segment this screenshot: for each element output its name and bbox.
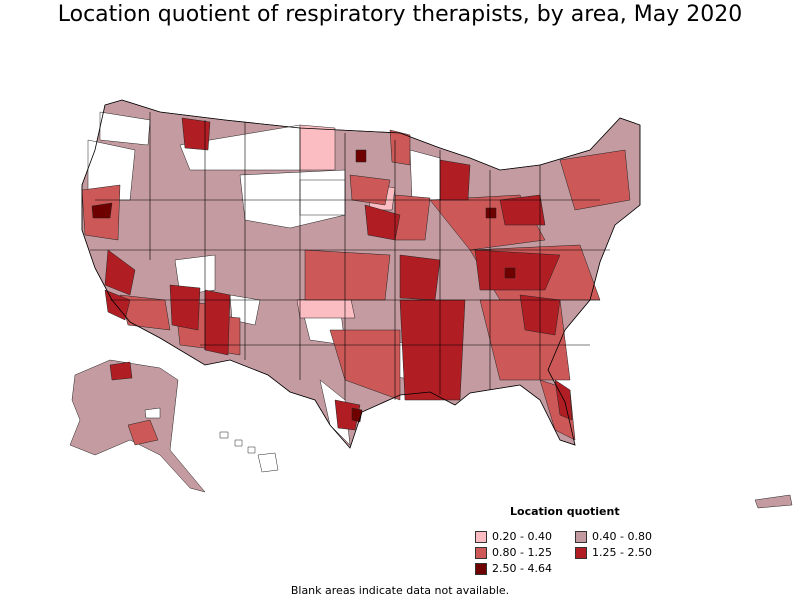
alaska-blank-area <box>144 407 161 419</box>
legend-item-2: 0.80 - 1.25 <box>475 547 552 559</box>
legend-item-1: 0.40 - 0.80 <box>575 531 652 543</box>
footnote: Blank areas indicate data not available. <box>290 584 510 597</box>
alaska-mid-area <box>127 419 159 446</box>
state-outlines <box>81 99 641 449</box>
alaska-high-area <box>109 361 133 381</box>
lq-mid-area-13 <box>394 194 431 241</box>
lq-top-area-3 <box>485 207 497 219</box>
conus-outline <box>81 99 641 449</box>
lq-low-area-0 <box>299 124 336 171</box>
legend-swatch-0 <box>475 531 487 543</box>
legend-item-4: 2.50 - 4.64 <box>475 563 552 575</box>
blank-area-5 <box>299 179 346 216</box>
lq-top-area-1 <box>351 407 363 423</box>
legend-swatch-1 <box>575 531 587 543</box>
lq-high-area-7 <box>399 254 441 301</box>
map-regions <box>69 99 793 509</box>
lq-top-area-4 <box>504 267 516 279</box>
lq-high-area-12 <box>499 194 546 226</box>
lq-high-area-11 <box>334 399 361 431</box>
lq-top-area-0 <box>91 202 113 219</box>
hawaii-island-3 <box>257 452 279 473</box>
puerto-rico <box>754 494 793 509</box>
lq-high-area-5 <box>439 159 471 201</box>
lq-high-area-6 <box>474 249 561 291</box>
lq-mid-area-1 <box>304 249 391 301</box>
hawaii-island-0 <box>219 431 229 439</box>
map-legend: Location quotient 0.20 - 0.40 0.40 - 0.8… <box>470 505 670 577</box>
lq-high-area-3 <box>104 249 136 296</box>
legend-item-3: 1.25 - 2.50 <box>575 547 652 559</box>
legend-swatch-3 <box>575 547 587 559</box>
lq-high-area-13 <box>104 289 131 321</box>
legend-title: Location quotient <box>510 505 620 518</box>
lq-high-area-2 <box>169 284 201 331</box>
blank-area-10 <box>409 149 443 201</box>
lq-high-area-4 <box>399 299 466 401</box>
hawaii-island-2 <box>247 446 256 454</box>
hawaii-island-1 <box>234 439 243 447</box>
legend-swatch-2 <box>475 547 487 559</box>
lq-mid-area-11 <box>349 174 391 206</box>
lq-high-area-0 <box>181 117 211 151</box>
lq-mid-area-9 <box>559 149 631 211</box>
blank-area-1 <box>99 111 151 146</box>
legend-swatch-4 <box>475 563 487 575</box>
legend-item-0: 0.20 - 0.40 <box>475 531 552 543</box>
lq-mid-area-8 <box>329 329 401 401</box>
map-title: Location quotient of respiratory therapi… <box>57 2 743 27</box>
lq-top-area-2 <box>355 149 367 163</box>
